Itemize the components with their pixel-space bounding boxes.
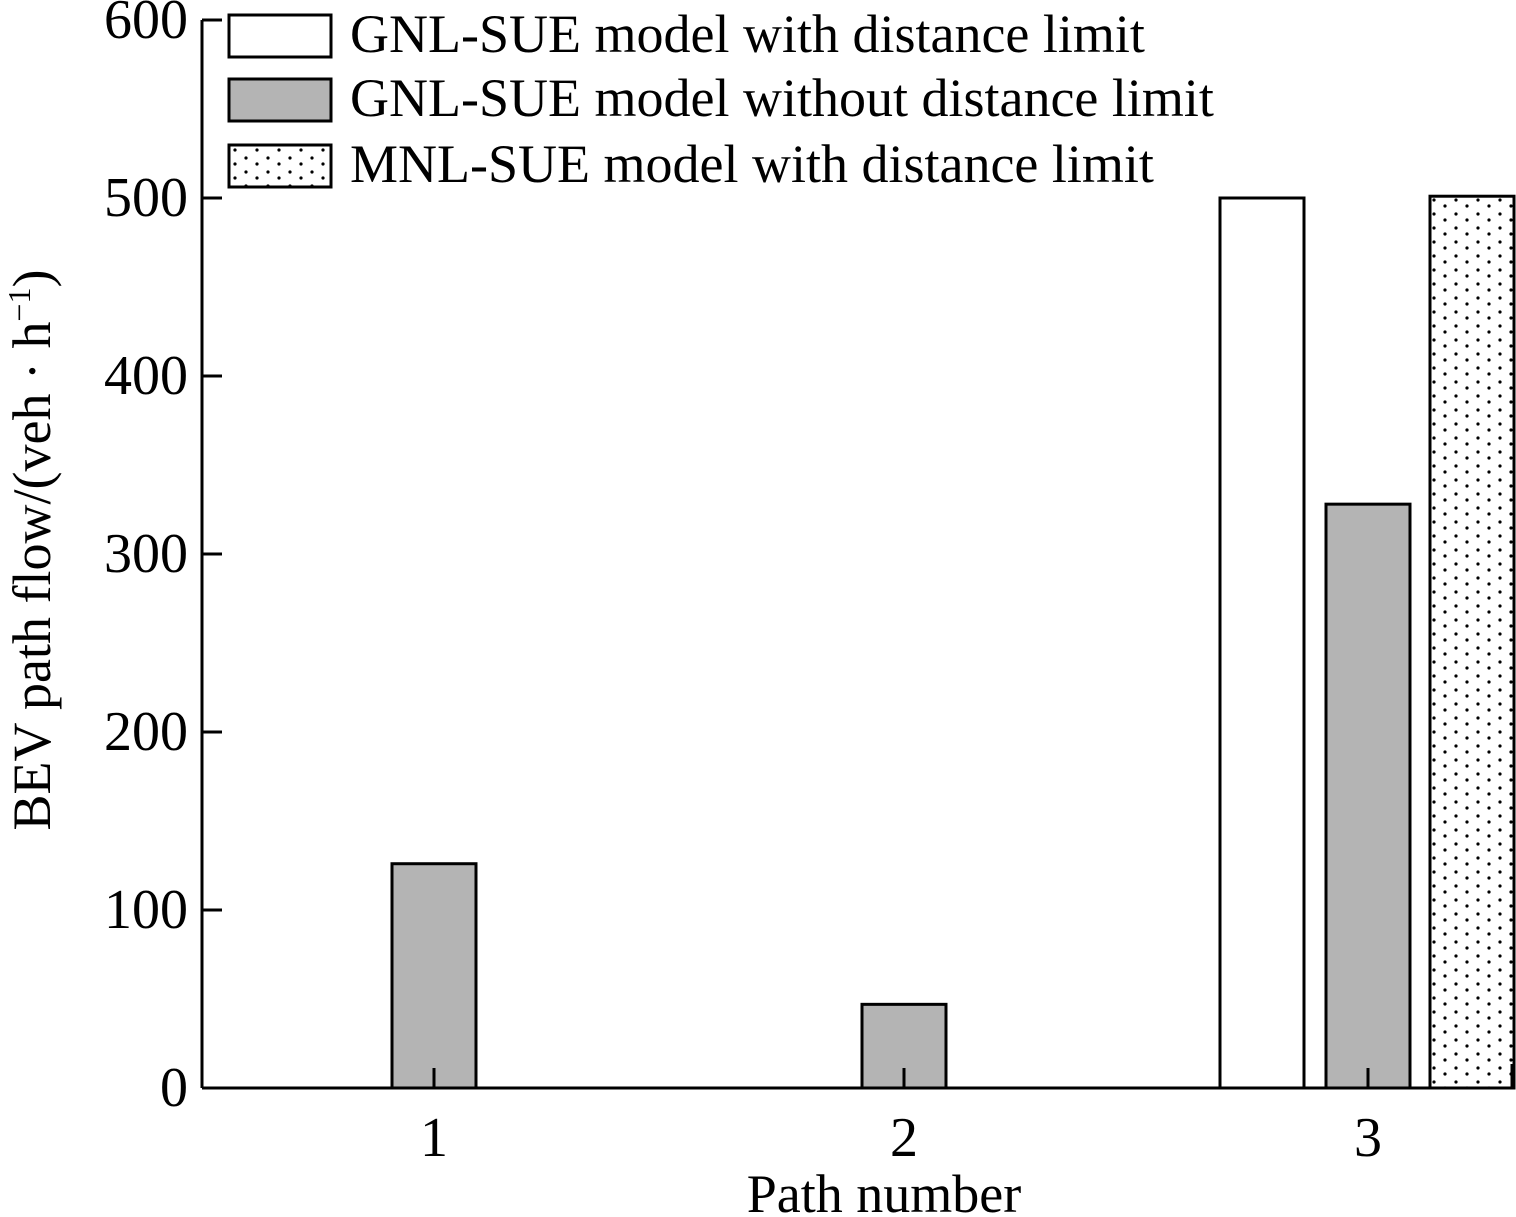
x-tick-label: 3: [1354, 1107, 1382, 1169]
y-tick-label: 600: [104, 0, 188, 51]
legend-swatch: [227, 143, 333, 189]
y-tick-label: 100: [104, 879, 188, 941]
x-tick-label: 1: [420, 1107, 448, 1169]
ticks-layer: 0 100 200 300 400 500 600 1 2 3: [104, 0, 1382, 1169]
legend: GNL-SUE model with distance limitGNL-SUE…: [227, 4, 1214, 194]
legend-swatch: [227, 13, 333, 59]
y-tick-label: 200: [104, 701, 188, 763]
legend-label: GNL-SUE model without distance limit: [350, 68, 1214, 128]
x-tick-label: 2: [890, 1107, 918, 1169]
legend-label: GNL-SUE model with distance limit: [350, 4, 1145, 64]
y-tick-label: 500: [104, 167, 188, 229]
y-axis-label: BEV path flow/(veh · h−1): [1, 270, 62, 831]
y-axis-label-end: ): [2, 270, 62, 288]
bar-series-3-path-3: [1428, 194, 1516, 1090]
bar-series-2-path-1: [390, 862, 478, 1090]
bar-series-2-path-3: [1324, 502, 1412, 1090]
y-tick-label: 400: [104, 345, 188, 407]
bars-layer: [390, 194, 1516, 1090]
y-axis-label-main: BEV path flow/(veh · h: [2, 322, 62, 831]
x-axis-label: Path number: [747, 1164, 1021, 1217]
y-axis-label-superscript: −1: [1, 288, 37, 322]
legend-label: MNL-SUE model with distance limit: [350, 134, 1154, 194]
bar-series-1-path-3: [1218, 196, 1306, 1090]
y-tick-label: 300: [104, 523, 188, 585]
legend-swatch: [227, 77, 333, 123]
y-tick-label: 0: [160, 1057, 188, 1119]
